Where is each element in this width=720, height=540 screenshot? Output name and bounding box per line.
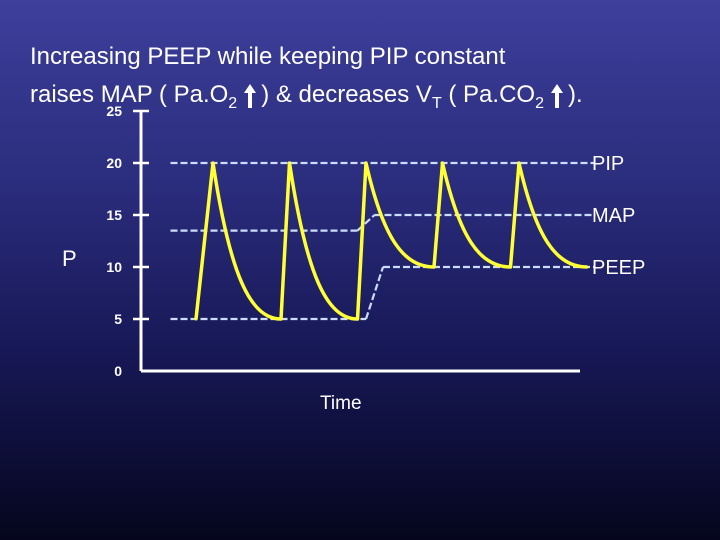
title-line-2-part-4: ). [567,81,583,108]
pressure-point [517,161,521,165]
series-label-map: MAP [592,205,635,227]
title-line-1: Increasing PEEP while keeping PIP consta… [30,43,506,70]
title-subscript-o2: 2 [228,95,238,112]
pressure-point [509,265,512,269]
chart-axes: 25 20 15 10 5 0 [106,103,580,379]
reference-line-map [356,214,376,232]
series-label-pip: PIP [592,153,624,175]
pressure-point [194,317,198,321]
y-tick-label: 10 [106,259,122,275]
pressure-waveform [194,161,589,321]
y-tick-label: 0 [114,363,122,379]
title-line-2-part-3: ( Pa.CO [441,81,536,108]
up-arrow-icon [550,84,564,108]
up-arrow-icon [243,84,257,108]
pressure-point [585,265,589,269]
title-line-2-part-1: raises MAP ( Pa.O [30,81,229,108]
pressure-point [211,161,215,165]
series-label-peep: PEEP [592,257,645,279]
title-subscript-co2: 2 [535,95,544,112]
title-subscript-t: T [431,95,442,112]
y-tick-label: 20 [106,155,122,171]
y-tick-label: 5 [114,311,122,327]
pressure-curve [194,161,588,321]
y-tick-label: 25 [106,103,122,119]
pressure-point [432,265,436,269]
y-tick-label: 15 [106,207,122,223]
reference-line-peep [364,266,385,320]
pressure-point [441,161,444,165]
pressure-point [356,317,359,321]
chart-labels: P Time [62,246,362,414]
x-axis-label: Time [320,393,362,414]
pressure-point [364,161,368,165]
title-line-2-part-2: ) & decreases V [261,81,432,108]
pressure-point [288,161,291,165]
y-axis-label: P [62,246,77,271]
chart-title: Increasing PEEP while keeping PIP consta… [30,38,710,114]
reference-lines: PIP MAP PEEP [170,153,645,321]
pressure-point [279,317,283,321]
